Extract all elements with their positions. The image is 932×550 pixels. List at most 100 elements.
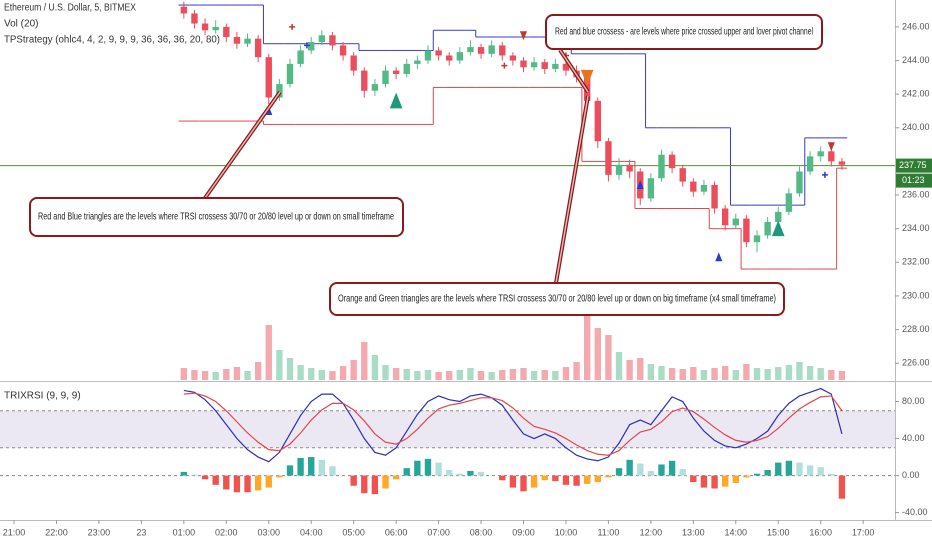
histogram-bar (276, 475, 283, 478)
y-tick-label: -40.00 (902, 507, 928, 517)
countdown-label: 01:23 (902, 175, 925, 185)
candle-body (201, 23, 209, 31)
volume-bar (488, 372, 495, 380)
candle-body (796, 171, 803, 194)
candle-body (414, 60, 421, 64)
volume-bar (785, 365, 793, 380)
histogram-bar (361, 475, 368, 494)
histogram-bar (530, 475, 538, 488)
x-tick-label: 21:00 (3, 527, 26, 537)
volume-bar (584, 310, 591, 380)
volume-bar (456, 370, 463, 380)
candle-body (721, 208, 729, 226)
volume-bar (753, 368, 761, 380)
histogram-bar (318, 459, 326, 476)
volume-bar (244, 371, 251, 380)
x-tick-label: 23 (136, 527, 146, 537)
histogram-bar (371, 475, 379, 495)
volume-bar (817, 368, 824, 380)
symbol-title: Ethereum / U.S. Dollar, 5, BITMEX (4, 3, 136, 14)
candle-body (806, 156, 814, 172)
volume-bar (382, 365, 389, 380)
histogram-bar (679, 469, 686, 476)
x-tick-label: 09:00 (512, 527, 535, 537)
volume-bar (180, 368, 188, 380)
x-tick-label: 04:00 (300, 527, 323, 537)
candle-body (626, 164, 633, 172)
candle-body (679, 168, 686, 182)
candle-body (286, 63, 294, 85)
y-tick-label: 40.00 (902, 433, 925, 443)
volume-bar (233, 367, 241, 380)
histogram-bar (605, 475, 612, 478)
volume-bar (594, 328, 601, 380)
y-tick-label: 240.00 (902, 122, 930, 132)
histogram-bar (573, 475, 580, 486)
candle-body (690, 181, 697, 192)
volume-bar (711, 368, 718, 380)
volume-bar (732, 370, 739, 380)
annotation-box (329, 282, 785, 316)
histogram-bar (446, 470, 453, 476)
histogram-bar (254, 475, 262, 491)
candle-body (488, 45, 495, 54)
cross-marker (821, 171, 828, 178)
x-tick-label: 02:00 (215, 527, 238, 537)
candle-body (732, 218, 739, 226)
x-tick-label: 07:00 (427, 527, 450, 537)
volume-bar (318, 370, 326, 380)
last-price-box (896, 158, 932, 173)
histogram-bar (806, 465, 814, 476)
histogram-bar (265, 475, 272, 488)
y-tick-label: 244.00 (902, 55, 930, 65)
histogram-bar (180, 471, 188, 476)
annotation-box (545, 14, 823, 50)
histogram-bar (541, 475, 548, 481)
arrow (555, 95, 589, 284)
annotation-text: Red and blue crossess - are levels where… (555, 27, 813, 38)
x-tick-label: 13:00 (682, 527, 705, 537)
candle-body (223, 26, 230, 37)
histogram-bar (721, 475, 729, 487)
candle-body (785, 193, 793, 212)
candle-body (318, 35, 326, 43)
candle-body (212, 26, 219, 31)
histogram-bar (435, 462, 442, 476)
histogram-bar (424, 458, 432, 476)
volume-bar (254, 362, 262, 380)
histogram-bar (658, 464, 665, 476)
volume-bar (276, 350, 283, 380)
volume-bar (796, 362, 803, 380)
histogram-bar (477, 471, 485, 476)
histogram-bar (562, 475, 570, 485)
candle-body (329, 35, 336, 46)
histogram-bar (732, 475, 739, 483)
candle-body (371, 84, 379, 91)
x-tick-label: 12:00 (640, 527, 663, 537)
candle-body (775, 211, 782, 222)
volume-bar (615, 352, 623, 380)
histogram-bar (392, 475, 400, 480)
volume-bar (605, 335, 612, 380)
candle-body (764, 221, 771, 236)
y-tick-label: 232.00 (902, 257, 930, 267)
y-tick-label: 0.00 (902, 470, 920, 480)
oscillator-line (183, 387, 843, 463)
candle-body (562, 63, 570, 71)
volume-bar (265, 325, 272, 380)
volume-bar (191, 370, 198, 380)
last-price-label: 237.75 (899, 160, 927, 170)
histogram-bar (828, 473, 835, 476)
candle-body (530, 62, 538, 68)
candle-body (339, 45, 347, 56)
candle-body (392, 70, 400, 74)
candle-body (403, 63, 410, 74)
volume-bar (223, 369, 230, 380)
candle-body (753, 235, 761, 243)
candle-body (308, 42, 315, 51)
histogram-bar (223, 475, 230, 490)
candle-body (254, 38, 262, 58)
triangle-marker (519, 31, 528, 41)
